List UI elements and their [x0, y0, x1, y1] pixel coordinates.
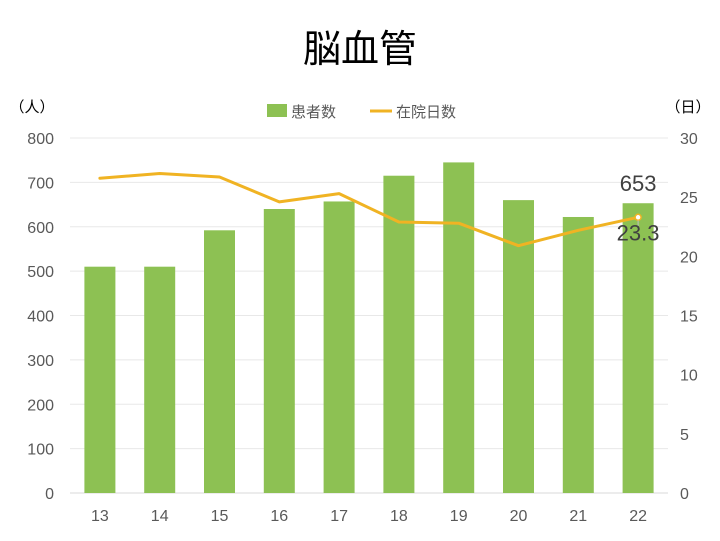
x-tick-label-13: 13: [91, 508, 109, 525]
bar-20: [503, 200, 534, 493]
x-tick-label-14: 14: [151, 508, 169, 525]
bar-16: [263, 209, 295, 493]
x-tick-label-15: 15: [211, 508, 229, 525]
x-tick-label-20: 20: [510, 508, 528, 525]
line-series: [98, 172, 640, 248]
legend: 患者数 在院日数: [267, 103, 456, 121]
left-tick-label-200: 200: [27, 397, 54, 414]
bar-14: [144, 266, 176, 493]
left-tick-label-0: 0: [45, 486, 54, 503]
data-labels: 653 23.3: [617, 171, 660, 245]
patients-data-label-22: 653: [620, 171, 657, 196]
right-tick-label-5: 5: [680, 427, 689, 444]
right-tick-label-20: 20: [680, 249, 698, 266]
bar-22: [622, 203, 654, 493]
x-axis-ticks: 13 14 15 16 17 18 19 20 21 22: [91, 508, 647, 525]
x-tick-label-16: 16: [270, 508, 288, 525]
left-tick-label-500: 500: [27, 264, 54, 281]
chart-title: 脳血管: [303, 27, 417, 71]
bar-17: [323, 201, 355, 494]
bar-13: [84, 266, 116, 493]
x-tick-label-21: 21: [569, 508, 587, 525]
bar-18: [383, 175, 415, 493]
left-tick-label-100: 100: [27, 442, 54, 459]
stay-days-line: [98, 172, 640, 248]
x-tick-label-19: 19: [450, 508, 468, 525]
left-tick-label-800: 800: [27, 131, 54, 148]
bar-15: [204, 230, 235, 494]
right-tick-label-25: 25: [680, 190, 698, 207]
bar-series: [84, 162, 654, 494]
x-tick-label-18: 18: [390, 508, 408, 525]
bar-21: [562, 216, 594, 494]
legend-label-patients: 患者数: [291, 103, 336, 121]
left-tick-label-600: 600: [27, 220, 54, 237]
right-tick-label-30: 30: [680, 131, 698, 148]
x-tick-label-22: 22: [629, 508, 647, 525]
left-axis-unit-label: （人）: [9, 98, 54, 116]
right-axis-ticks: 0 5 10 15 20 25 30: [680, 131, 698, 503]
left-tick-label-300: 300: [27, 353, 54, 370]
right-tick-label-10: 10: [680, 368, 698, 385]
right-axis-unit-label: （日）: [665, 98, 710, 116]
bar-19: [443, 162, 475, 493]
right-tick-label-0: 0: [680, 486, 689, 503]
legend-label-stay-days: 在院日数: [396, 103, 456, 121]
left-tick-label-400: 400: [27, 309, 54, 326]
legend-swatch-patients: [267, 104, 287, 117]
left-tick-label-700: 700: [27, 175, 54, 192]
right-tick-label-15: 15: [680, 309, 698, 326]
x-tick-label-17: 17: [330, 508, 348, 525]
stay-days-data-label-22: 23.3: [617, 220, 660, 245]
left-axis-ticks: 0 100 200 300 400 500 600 700 800: [27, 131, 54, 503]
